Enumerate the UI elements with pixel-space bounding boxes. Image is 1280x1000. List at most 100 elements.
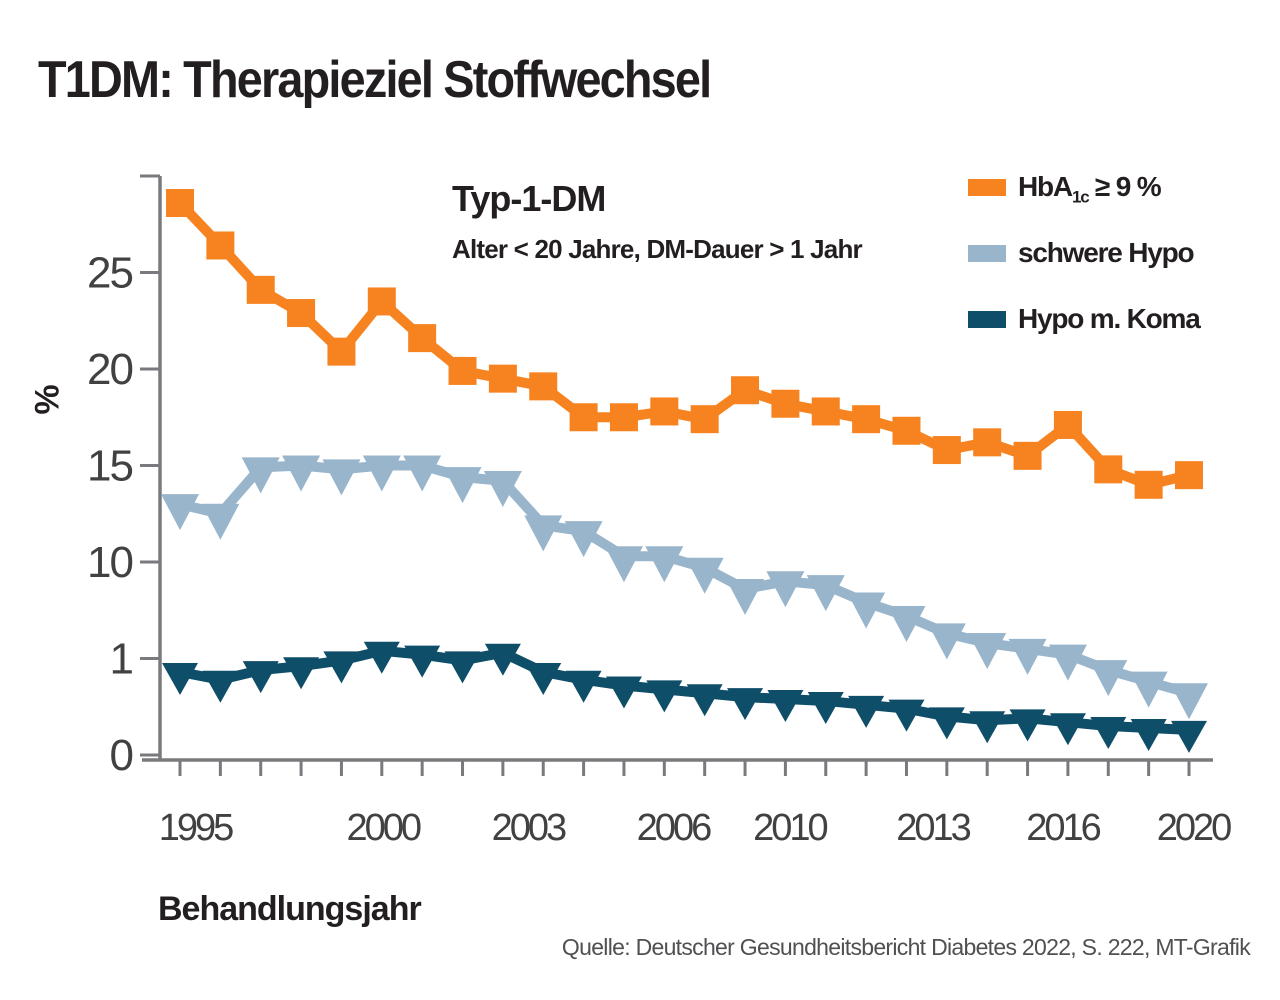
legend: HbA1c ≥ 9 % schwere Hypo Hypo m. Koma (968, 171, 1201, 370)
square-marker-icon (1013, 441, 1042, 470)
triangle-down-marker-icon (282, 455, 321, 492)
hba1c-swatch-icon (968, 178, 1006, 196)
triangle-down-marker-icon (1008, 638, 1047, 675)
triangle-down-marker-icon (604, 546, 643, 583)
square-marker-icon (811, 397, 840, 426)
square-marker-icon (569, 403, 598, 432)
triangle-down-marker-icon (686, 684, 723, 717)
triangle-down-marker-icon (525, 663, 562, 696)
triangle-down-marker-icon (807, 691, 844, 724)
square-marker-icon (488, 364, 517, 393)
triangle-down-marker-icon (727, 688, 764, 721)
triangle-down-marker-icon (1129, 671, 1168, 708)
y-axis-unit: % (28, 384, 67, 415)
triangle-down-marker-icon (241, 457, 280, 494)
triangle-down-marker-icon (848, 695, 885, 728)
schwere-hypo-swatch-icon (968, 244, 1006, 262)
triangle-down-marker-icon (201, 503, 240, 540)
triangle-down-marker-icon (887, 606, 926, 643)
triangle-down-marker-icon (685, 557, 724, 594)
square-marker-icon (650, 397, 679, 426)
triangle-down-marker-icon (646, 680, 683, 713)
y-tick-label: 10 (87, 538, 132, 587)
square-marker-icon (852, 405, 881, 434)
page-title: T1DM: Therapieziel Stoffwechsel (38, 51, 712, 109)
triangle-down-marker-icon (564, 521, 603, 558)
triangle-down-marker-icon (403, 455, 442, 492)
triangle-down-marker-icon (404, 645, 441, 678)
square-marker-icon (690, 405, 719, 434)
y-tick-label: 1 (110, 635, 133, 684)
triangle-down-marker-icon (968, 633, 1007, 670)
square-marker-icon (246, 275, 275, 304)
series-schwere-hypo (161, 455, 1208, 720)
triangle-down-marker-icon (605, 676, 642, 709)
chart-cohort-note: Alter < 20 Jahre, DM-Dauer > 1 Jahr (452, 234, 863, 264)
square-marker-icon (731, 376, 760, 405)
triangle-down-marker-icon (969, 711, 1006, 744)
legend-item-schwere-hypo: schwere Hypo (968, 237, 1200, 268)
legend-label-schwere-hypo: schwere Hypo (1018, 237, 1195, 268)
triangle-down-marker-icon (524, 515, 563, 552)
triangle-down-marker-icon (444, 651, 481, 684)
triangle-down-marker-icon (1090, 717, 1127, 750)
triangle-down-marker-icon (726, 579, 765, 616)
triangle-down-marker-icon (888, 699, 925, 732)
triangle-down-marker-icon (283, 657, 320, 690)
chart-subtitle: Typ-1-DM (452, 178, 606, 219)
square-marker-icon (529, 372, 558, 401)
triangle-down-marker-icon (323, 651, 360, 684)
triangle-down-marker-icon (362, 455, 401, 492)
square-marker-icon (892, 416, 921, 445)
triangle-down-marker-icon (928, 707, 965, 740)
triangle-down-marker-icon (645, 546, 684, 583)
square-marker-icon (609, 403, 638, 432)
square-marker-icon (327, 337, 356, 366)
triangle-down-marker-icon (322, 459, 361, 496)
square-marker-icon (932, 436, 961, 465)
x-tick-label: 2003 (492, 807, 566, 849)
series-hypo-koma (162, 641, 1207, 753)
triangle-down-marker-icon (483, 470, 522, 507)
triangle-down-marker-icon (1170, 683, 1208, 720)
triangle-down-marker-icon (202, 670, 239, 703)
hypo-koma-swatch-icon (968, 310, 1006, 328)
square-marker-icon (166, 189, 194, 218)
x-tick-label: 2010 (753, 807, 827, 849)
triangle-down-marker-icon (1089, 660, 1128, 697)
triangle-down-marker-icon (767, 690, 804, 723)
y-tick-label: 20 (87, 345, 132, 394)
square-marker-icon (367, 287, 396, 316)
triangle-down-marker-icon (1009, 709, 1046, 742)
square-marker-icon (1134, 470, 1163, 499)
square-marker-icon (1094, 455, 1123, 484)
x-axis-title: Behandlungsjahr (158, 890, 422, 928)
triangle-down-marker-icon (1171, 720, 1207, 753)
y-tick-label: 15 (87, 442, 132, 491)
square-marker-icon (448, 356, 477, 385)
x-tick-label: 2020 (1157, 807, 1231, 849)
square-marker-icon (771, 389, 800, 418)
x-tick-label: 1995 (159, 807, 233, 849)
x-tick-label: 2016 (1026, 807, 1100, 849)
legend-item-hypo-koma: Hypo m. Koma (968, 303, 1201, 334)
square-marker-icon (206, 231, 235, 260)
triangle-down-marker-icon (242, 661, 279, 694)
square-marker-icon (1175, 461, 1203, 490)
y-tick-label: 0 (110, 731, 133, 780)
triangle-down-marker-icon (162, 663, 198, 696)
square-marker-icon (1053, 410, 1082, 439)
triangle-down-marker-icon (443, 467, 482, 504)
series-hba1c (166, 189, 1203, 499)
triangle-down-marker-icon (847, 592, 886, 629)
triangle-down-marker-icon (161, 494, 199, 531)
y-tick-label: 25 (87, 249, 132, 298)
triangle-down-marker-icon (927, 623, 966, 660)
x-tick-label: 2006 (637, 807, 711, 849)
triangle-down-marker-icon (363, 641, 400, 674)
square-marker-icon (287, 299, 316, 328)
triangle-down-marker-icon (565, 670, 602, 703)
chart-annotation: Typ-1-DM Alter < 20 Jahre, DM-Dauer > 1 … (452, 178, 863, 265)
